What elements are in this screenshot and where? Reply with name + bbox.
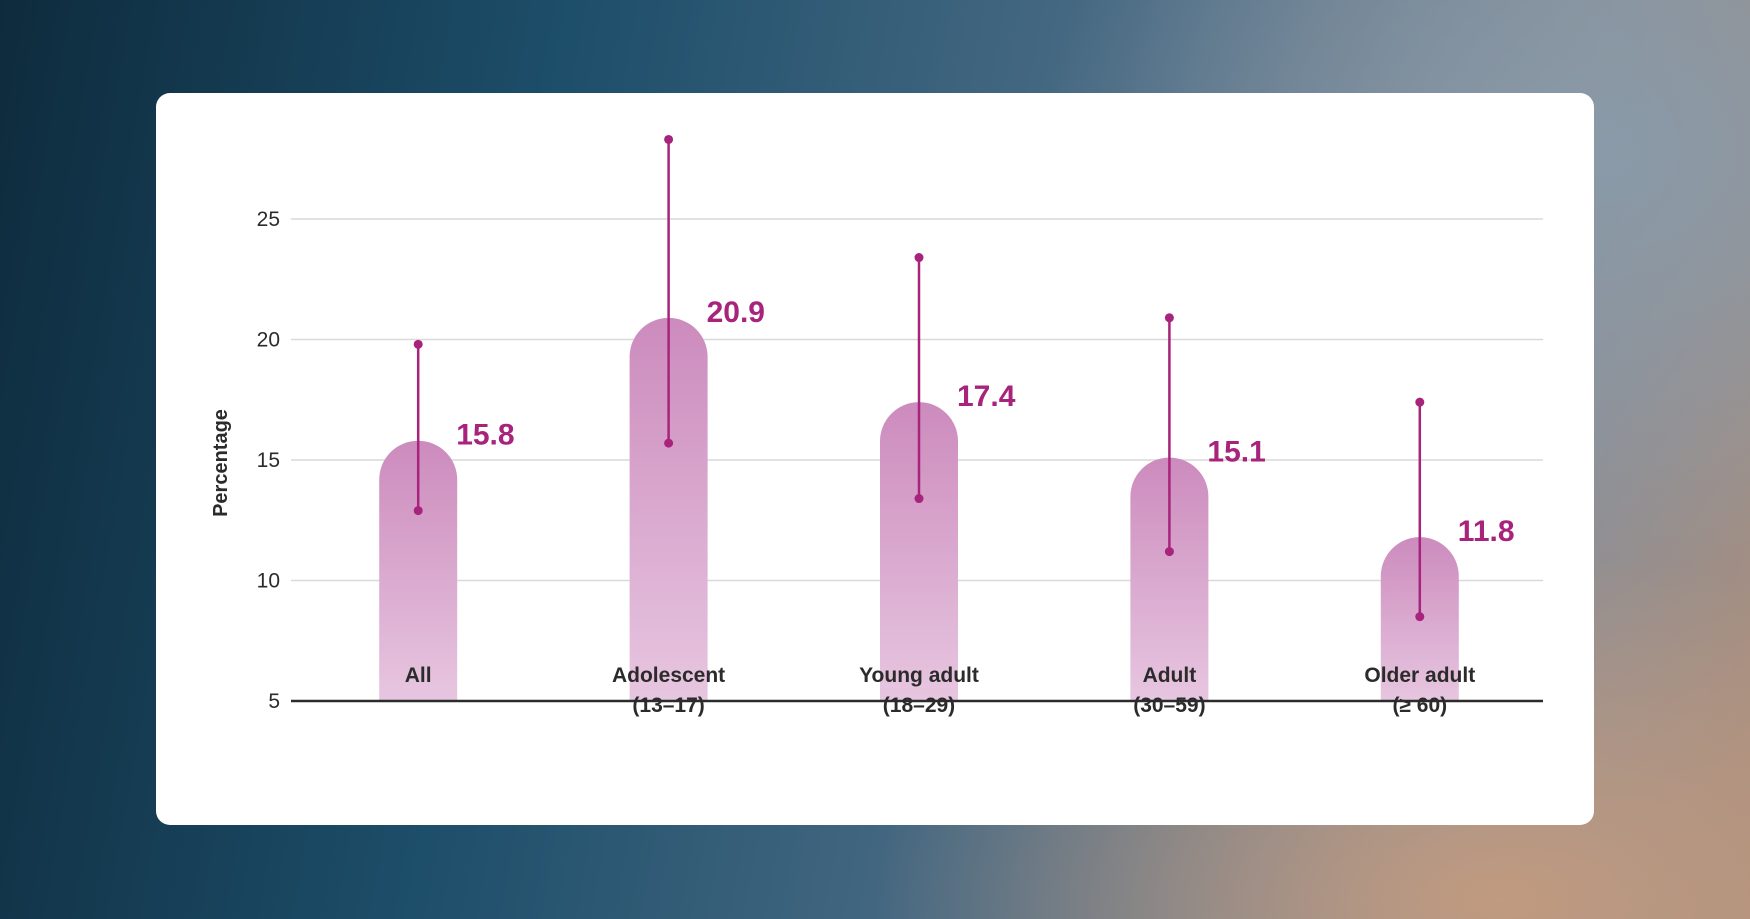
error-bar-lower-cap — [1415, 612, 1425, 622]
y-tick-label: 5 — [268, 690, 280, 713]
error-bar-lower-cap — [914, 494, 924, 504]
error-bar-upper-cap — [1164, 313, 1174, 323]
error-bar-lower-cap — [413, 506, 423, 516]
y-tick-label: 25 — [257, 208, 280, 231]
y-tick-label: 10 — [257, 570, 280, 593]
bar-chart: 5 10 15 20 25 15.8 All 20.9 Adolescent (13–17) 17.… — [210, 134, 1543, 717]
bar — [880, 402, 958, 701]
data-label: 20.9 — [707, 296, 765, 329]
error-bar-upper-cap — [1415, 397, 1425, 407]
x-tick-label: All — [405, 664, 432, 687]
bar — [1130, 457, 1209, 701]
error-bar-lower-cap — [1164, 547, 1174, 557]
y-axis-title: Percentage — [210, 409, 232, 517]
error-bar-upper-cap — [914, 253, 924, 263]
chart-card: 5 10 15 20 25 15.8 All 20.9 Adolescent (13–17) 17.… — [156, 93, 1594, 825]
error-bar-upper-cap — [664, 134, 674, 144]
x-tick-label: Young adult — [859, 664, 979, 687]
error-bar-lower-cap — [664, 438, 674, 448]
x-tick-label: Adult — [1143, 664, 1197, 687]
x-tick-label: Older adult — [1364, 664, 1475, 687]
data-label: 15.1 — [1207, 436, 1265, 469]
x-tick-sublabel: (≥ 60) — [1392, 694, 1447, 717]
data-label: 11.8 — [1458, 515, 1515, 548]
x-tick-sublabel: (30–59) — [1133, 694, 1205, 717]
data-label: 15.8 — [456, 419, 514, 452]
x-tick-label: Adolescent — [612, 664, 725, 687]
bar — [629, 317, 708, 701]
y-tick-label: 20 — [257, 329, 280, 352]
y-tick-label: 15 — [257, 449, 280, 472]
error-bar-upper-cap — [413, 339, 423, 349]
data-label: 17.4 — [957, 380, 1016, 413]
x-tick-sublabel: (18–29) — [883, 694, 955, 717]
x-tick-sublabel: (13–17) — [632, 694, 704, 717]
bar — [379, 440, 458, 701]
